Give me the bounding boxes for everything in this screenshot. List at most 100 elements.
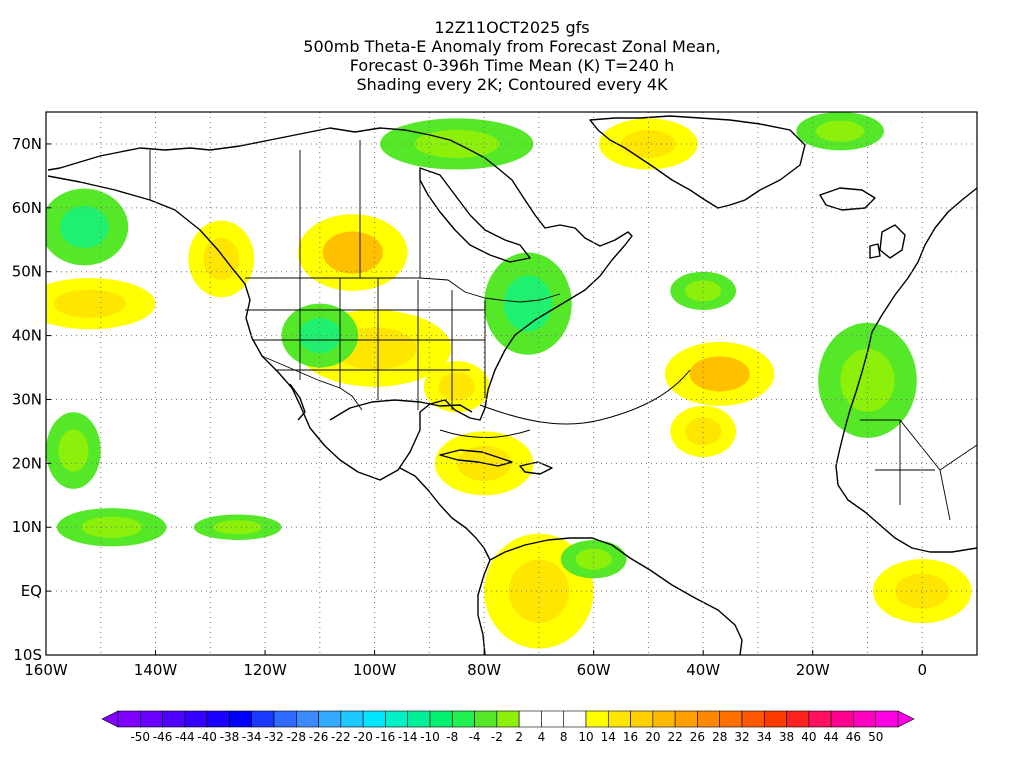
colorbar-swatch	[429, 710, 453, 728]
map-frame	[45, 111, 978, 656]
anomaly-core	[203, 237, 240, 281]
colorbar-swatch	[786, 710, 810, 728]
colorbar-tick-label: 38	[779, 730, 794, 744]
colorbar-tick-label: 34	[757, 730, 772, 744]
colorbar-max-arrow	[897, 710, 915, 728]
cuba-2-coastline	[289, 383, 306, 421]
colorbar-swatch	[763, 710, 787, 728]
colorbar-swatch	[407, 710, 431, 728]
colorbar-swatch	[295, 710, 319, 728]
colorbar-swatch	[541, 710, 565, 728]
colorbar-swatch	[251, 710, 275, 728]
colorbar-swatch	[184, 710, 208, 728]
theta-e-contour-layer	[439, 369, 691, 438]
colorbar-tick-label: -4	[469, 730, 481, 744]
political-boundaries-layer	[149, 140, 977, 521]
colorbar-tick-label: -50	[130, 730, 150, 744]
greenland-coastline	[589, 115, 806, 209]
colorbar-swatch	[741, 710, 765, 728]
colorbar-tick-label: -40	[197, 730, 217, 744]
latitude-tick-label: 50N	[12, 263, 42, 281]
longitude-axis-labels: 160W 140W 120W 100W 80W 60W 40W 20W 0	[24, 650, 927, 679]
colorbar-swatch	[385, 710, 409, 728]
colorbar-tick-label: -22	[331, 730, 351, 744]
latitude-tick-label: 60N	[12, 199, 42, 217]
longitude-tick-label: 40W	[686, 661, 720, 679]
colorbar-tick-label: 14	[601, 730, 616, 744]
colorbar-tick-label: 46	[846, 730, 861, 744]
colorbar-tick-label: -26	[309, 730, 329, 744]
anomaly-core	[213, 520, 262, 535]
anomaly-core	[689, 356, 750, 392]
colorbar-tick-label: -34	[242, 730, 262, 744]
anomaly-core	[685, 417, 722, 446]
colorbar-swatch	[808, 710, 832, 728]
colorbar-swatch	[652, 710, 676, 728]
colorbar-swatch	[362, 710, 386, 728]
colorbar-swatch	[853, 710, 877, 728]
latitude-tick-label: 70N	[12, 135, 42, 153]
longitude-tick-label: 60W	[577, 661, 611, 679]
colorbar-swatch	[674, 710, 698, 728]
colorbar-tick-label: -46	[153, 730, 173, 744]
colorbar-swatch	[518, 710, 542, 728]
colorbar-labels: -50 -46 -44 -40 -38 -34 -32 -28 -26 -22 -20 -16 -14-…	[130, 730, 883, 744]
anomaly-core	[575, 548, 612, 570]
latitude-axis-labels: 70N 60N 50N 40N 30N 20N 10N EQ 10S	[12, 135, 51, 664]
colorbar-tick-label: -44	[175, 730, 195, 744]
graticule	[46, 112, 977, 655]
british-isles-coastline	[869, 224, 906, 259]
colorbar-swatch	[830, 710, 854, 728]
colorbar-tick-label: 2	[515, 730, 523, 744]
iceland-coastline	[819, 187, 876, 211]
latitude-tick-label: 40N	[12, 327, 42, 345]
contour-line	[479, 369, 691, 425]
anomaly-core	[815, 120, 865, 142]
colorbar-tick-label: 26	[690, 730, 705, 744]
colorbar-tick-label: 28	[712, 730, 727, 744]
colorbar-swatch	[340, 710, 364, 728]
colorbar-tick-label: 20	[645, 730, 660, 744]
colorbar-swatch	[451, 710, 475, 728]
colorbar-swatch	[585, 710, 609, 728]
colorbar-tick-label: 8	[560, 730, 568, 744]
anomaly-core	[53, 289, 126, 318]
colorbar-min-arrow	[101, 710, 119, 728]
latitude-tick-label: 10S	[13, 646, 42, 664]
us-mexico-border	[261, 355, 363, 411]
longitude-tick-label: 0	[917, 661, 927, 679]
colorbar-swatch	[697, 710, 721, 728]
colorbar-tick-label: -28	[286, 730, 306, 744]
hudson-bay-coastline	[419, 167, 531, 263]
hispaniola-coastline	[519, 461, 553, 475]
title-line-1: 12Z11OCT2025 gfs	[434, 18, 590, 37]
colorbar-swatch	[206, 710, 230, 728]
colorbar-swatch	[162, 710, 186, 728]
anomaly-core	[895, 573, 950, 609]
colorbar-swatch	[630, 710, 654, 728]
colorbar-swatch	[496, 710, 520, 728]
colorbar-tick-label: 10	[578, 730, 593, 744]
cuba-coastline	[439, 449, 513, 467]
canada-province-lines	[149, 140, 421, 278]
title-line-4: Shading every 2K; Contoured every 4K	[356, 75, 668, 94]
colorbar-swatch	[719, 710, 743, 728]
africa-boundaries	[860, 419, 977, 521]
colorbar-swatch	[229, 710, 253, 728]
latitude-tick-label: EQ	[21, 582, 42, 600]
colorbar-tick-label: 44	[824, 730, 839, 744]
longitude-tick-label: 80W	[467, 661, 501, 679]
colorbar-tick-label: 40	[801, 730, 816, 744]
colorbar-swatch	[117, 710, 141, 728]
colorbar-tick-label: 50	[868, 730, 883, 744]
colorbar-tick-label: -8	[446, 730, 458, 744]
anomaly-core	[621, 129, 676, 158]
longitude-tick-label: 120W	[243, 661, 287, 679]
title-line-3: Forecast 0-396h Time Mean (K) T=240 h	[349, 56, 675, 75]
contour-line	[439, 429, 531, 438]
colorbar-tick-label: -20	[353, 730, 373, 744]
colorbar-tick-label: 16	[623, 730, 638, 744]
longitude-tick-label: 140W	[134, 661, 178, 679]
colorbar	[101, 710, 915, 728]
